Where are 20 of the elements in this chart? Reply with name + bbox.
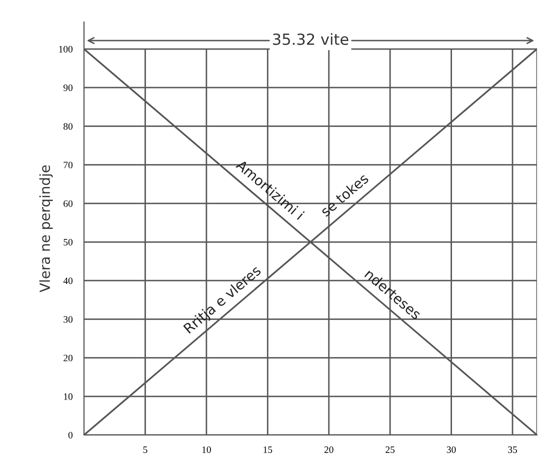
y-tick-label: 70	[64, 162, 73, 168]
y-tick-label: 20	[64, 354, 73, 362]
y-tick-label: 90	[63, 84, 73, 92]
annotation: 35.32 vite	[273, 33, 348, 46]
x-tick-label: 25	[386, 446, 395, 453]
x-tick-label: 35	[508, 446, 517, 453]
y-tick-label: 50	[64, 238, 73, 246]
x-tick-label: 20	[324, 446, 334, 453]
y-tick-label: 0	[68, 432, 73, 438]
y-tick-label: 30	[64, 316, 73, 323]
y-axis-title: Vlera ne perqindje	[39, 165, 53, 292]
y-tick-label: 80	[64, 123, 73, 130]
y-tick-label: 40	[63, 278, 73, 284]
y-tick-label: 100	[59, 46, 73, 52]
x-tick-label: 10	[202, 446, 211, 453]
x-tick-label: 15	[264, 446, 272, 453]
x-tick-label: 5	[143, 446, 148, 453]
y-tick-label: 10	[64, 393, 73, 400]
y-tick-label: 60	[64, 200, 73, 207]
x-tick-label: 30	[446, 446, 456, 453]
